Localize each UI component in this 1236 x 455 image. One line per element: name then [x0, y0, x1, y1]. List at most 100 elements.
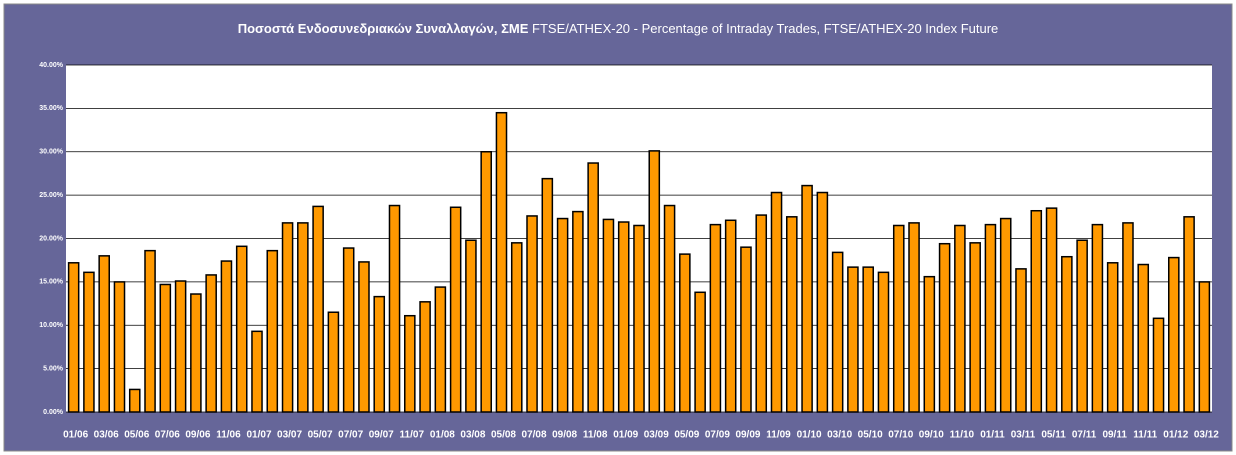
- bar: [938, 242, 951, 413]
- bar: [587, 162, 599, 413]
- x-tick-label: 07/09: [705, 430, 730, 441]
- bar: [526, 215, 538, 413]
- bar: [679, 253, 691, 413]
- bar: [633, 224, 645, 413]
- bar: [847, 266, 859, 413]
- y-tick-label: 35.00%: [39, 105, 64, 112]
- bar: [404, 314, 416, 413]
- bar: [205, 274, 217, 413]
- bar: [969, 242, 981, 413]
- bar: [297, 222, 309, 413]
- bar: [1122, 222, 1134, 413]
- bar: [434, 286, 447, 413]
- title-rest: FTSE/ATHEX-20 - Percentage of Intraday T…: [532, 21, 998, 36]
- bar: [388, 204, 401, 413]
- bar: [510, 242, 523, 413]
- x-tick-label: 01/12: [1163, 430, 1188, 441]
- y-tick-label: 0.00%: [43, 409, 64, 416]
- bar: [770, 191, 783, 413]
- bar: [786, 216, 798, 413]
- bar: [1106, 262, 1119, 413]
- x-tick-label: 11/11: [1133, 430, 1157, 441]
- bar: [266, 249, 279, 413]
- bar: [556, 217, 569, 413]
- bar: [801, 184, 813, 413]
- bar: [1198, 281, 1211, 413]
- bar: [1091, 223, 1104, 413]
- y-tick-label: 10.00%: [39, 322, 64, 329]
- bar: [923, 275, 936, 413]
- bar: [358, 261, 370, 413]
- bar: [892, 224, 905, 413]
- bar: [999, 217, 1012, 413]
- bar: [954, 224, 966, 413]
- x-tick-label: 03/10: [827, 430, 852, 441]
- y-tick-label: 40.00%: [39, 62, 64, 69]
- x-tick-label: 03/09: [644, 430, 669, 441]
- x-tick-label: 05/11: [1041, 430, 1066, 441]
- bar: [174, 280, 187, 413]
- x-tick-label: 01/11: [980, 430, 1005, 441]
- bar: [694, 291, 706, 413]
- x-tick-label: 09/07: [369, 430, 394, 441]
- bar: [1061, 255, 1073, 413]
- x-tick-label: 05/09: [674, 430, 699, 441]
- chart-title: Ποσοστά Ενδοσυνεδριακών Συναλλαγών, ΣΜΕ …: [238, 21, 999, 36]
- x-tick-label: 03/12: [1194, 430, 1219, 441]
- bar: [190, 293, 202, 413]
- bar: [541, 177, 554, 413]
- x-tick-label: 01/06: [63, 430, 88, 441]
- bar: [98, 255, 110, 413]
- bar: [373, 295, 386, 413]
- bar: [1045, 207, 1058, 413]
- bar: [740, 246, 752, 413]
- bar: [663, 204, 676, 413]
- y-tick-label: 15.00%: [39, 279, 64, 286]
- x-tick-label: 05/07: [308, 430, 333, 441]
- x-tick-label: 11/08: [583, 430, 608, 441]
- bar: [67, 262, 80, 413]
- x-tick-label: 05/06: [124, 430, 149, 441]
- bar: [572, 210, 584, 413]
- bar: [755, 214, 768, 413]
- x-tick-label: 03/11: [1011, 430, 1036, 441]
- x-tick-label: 11/06: [216, 430, 241, 441]
- x-tick-label: 11/09: [766, 430, 791, 441]
- x-tick-label: 01/10: [797, 430, 822, 441]
- bar: [312, 205, 324, 413]
- bar: [1183, 216, 1195, 413]
- bar: [1137, 263, 1150, 413]
- x-tick-label: 01/07: [246, 430, 271, 441]
- bar: [862, 266, 874, 413]
- bar: [113, 281, 126, 413]
- bar: [327, 311, 340, 413]
- bar: [480, 151, 492, 413]
- bar: [235, 245, 248, 413]
- y-tick-label: 25.00%: [39, 192, 64, 199]
- bar: [495, 111, 508, 413]
- bar: [342, 247, 355, 413]
- x-tick-label: 07/07: [338, 430, 363, 441]
- x-tick-label: 09/10: [919, 430, 944, 441]
- bar: [648, 150, 661, 413]
- x-tick-label: 05/08: [491, 430, 516, 441]
- y-tick-label: 5.00%: [43, 365, 64, 372]
- bar: [419, 301, 431, 413]
- x-tick-label: 01/09: [613, 430, 638, 441]
- x-tick-label: 01/08: [430, 430, 455, 441]
- x-tick-label: 07/10: [888, 430, 913, 441]
- bar: [617, 221, 630, 413]
- bar: [1076, 239, 1088, 413]
- title-bold: Ποσοστά Ενδοσυνεδριακών Συναλλαγών, ΣΜΕ: [238, 21, 529, 36]
- bar: [281, 222, 294, 413]
- y-tick-label: 20.00%: [39, 235, 64, 242]
- x-tick-label: 07/06: [155, 430, 180, 441]
- bar: [724, 219, 737, 413]
- x-tick-label: 09/09: [735, 430, 760, 441]
- bar: [83, 271, 95, 413]
- y-tick-label: 30.00%: [39, 149, 64, 156]
- x-tick-label: 09/08: [552, 430, 577, 441]
- bar: [877, 271, 890, 413]
